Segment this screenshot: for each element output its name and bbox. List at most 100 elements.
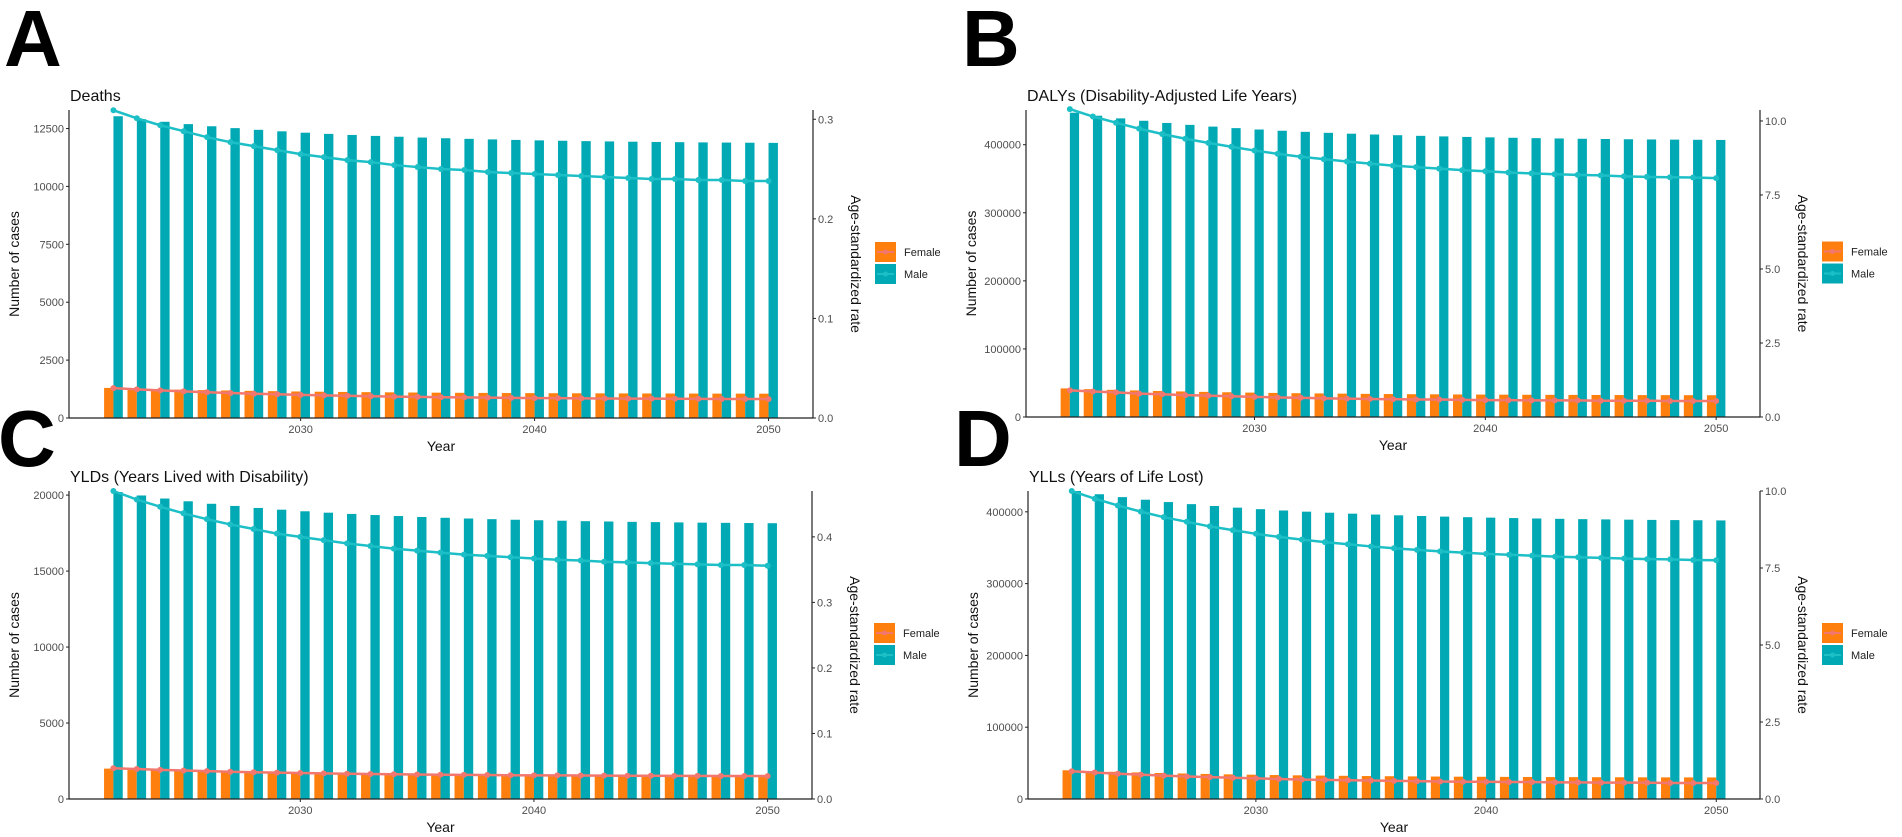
rate-point-male-2044	[624, 559, 631, 566]
rate-point-male-2024	[157, 503, 164, 510]
bar-female-2042	[571, 774, 581, 799]
rate-point-female-2043	[1551, 397, 1558, 404]
rate-point-female-2049	[741, 772, 748, 779]
panel-title: DALYs (Disability-Adjusted Life Years)	[1027, 88, 1297, 105]
y-tick-label: 0	[1017, 794, 1023, 806]
rate-point-male-2046	[1620, 173, 1627, 180]
rate-point-female-2024	[1113, 389, 1120, 396]
y-tick-label: 0	[58, 413, 64, 425]
bar-female-2025	[174, 770, 184, 799]
rate-point-female-2030	[297, 391, 304, 398]
rate-point-female-2022	[110, 385, 117, 392]
rate-point-male-2038	[1436, 165, 1443, 172]
bar-male-2048	[720, 522, 731, 799]
rate-point-female-2045	[648, 395, 655, 402]
bar-male-2026	[206, 503, 217, 799]
bar-male-2036	[1394, 515, 1404, 799]
legend-point-female	[883, 249, 888, 255]
rate-point-male-2039	[507, 554, 514, 561]
bar-male-2036	[441, 138, 451, 418]
legend-point-male	[1830, 271, 1835, 276]
rate-point-female-2031	[1275, 775, 1282, 782]
rate-point-female-2038	[1436, 396, 1443, 403]
rate-point-male-2048	[718, 177, 725, 184]
y-tick-label: 2500	[40, 355, 64, 367]
bar-female-2045	[1591, 777, 1602, 799]
rate-point-male-2050	[765, 178, 772, 185]
rate-point-female-2047	[695, 395, 702, 402]
rate-point-female-2036	[438, 394, 444, 401]
y-tick-label: 300000	[984, 208, 1021, 220]
y-tick-label: 10000	[33, 181, 64, 193]
bar-male-2042	[1532, 518, 1542, 799]
rate-point-female-2042	[1528, 397, 1535, 404]
bar-female-2039	[1453, 776, 1464, 799]
legend-label-male: Male	[903, 650, 927, 662]
rate-point-male-2039	[1460, 549, 1467, 556]
legend-label-female: Female	[1851, 247, 1888, 259]
y-axis-title: Number of cases	[6, 592, 22, 698]
rate-point-male-2048	[1666, 174, 1673, 181]
bar-male-2032	[1301, 511, 1312, 799]
bar-male-2041	[557, 520, 567, 799]
bar-female-2048	[712, 393, 722, 418]
rate-point-male-2025	[1137, 508, 1144, 515]
bar-female-2047	[688, 775, 698, 799]
bar-female-2038	[1429, 394, 1440, 417]
rate-point-male-2022	[1068, 488, 1075, 494]
rate-point-female-2033	[367, 771, 374, 778]
bar-male-2028	[1208, 126, 1218, 417]
bar-male-2022	[113, 492, 123, 799]
rate-point-female-2033	[367, 393, 374, 400]
rate-point-male-2041	[1506, 551, 1513, 558]
rate-point-male-2049	[1690, 556, 1697, 563]
bar-male-2031	[323, 512, 334, 799]
rate-point-male-2040	[1483, 550, 1490, 557]
rate-point-female-2032	[1297, 394, 1304, 401]
rate-point-male-2034	[391, 162, 398, 169]
rate-point-female-2025	[1137, 771, 1144, 778]
rate-point-female-2030	[1251, 393, 1258, 400]
bar-female-2030	[291, 391, 301, 418]
bar-female-2037	[1406, 394, 1417, 417]
bar-male-2029	[277, 131, 287, 418]
bar-female-2049	[735, 393, 746, 418]
y-axis-title: Number of cases	[963, 211, 979, 317]
rate-point-female-2047	[1644, 779, 1651, 786]
x-tick-label: 2050	[1704, 805, 1728, 817]
panel-a: A Deaths 0 2500 5000 7500 10000 12500 0.0 0.1 0.2 0…	[4, 0, 941, 454]
bar-female-2025	[1131, 772, 1141, 799]
bar-male-2039	[1462, 136, 1472, 417]
rate-point-male-2043	[601, 558, 608, 565]
bar-female-2048	[1660, 395, 1670, 417]
bar-male-2037	[1416, 135, 1426, 418]
rate-point-male-2031	[1275, 533, 1282, 540]
bar-male-2033	[1324, 512, 1335, 799]
rate-point-male-2033	[367, 159, 374, 166]
rate-point-male-2047	[1643, 173, 1650, 180]
rate-point-female-2033	[1321, 776, 1328, 783]
legend: Female Male	[1822, 241, 1888, 284]
rate-point-male-2037	[461, 167, 468, 174]
legend: Female Male	[874, 623, 940, 665]
bar-female-2034	[384, 392, 395, 418]
y-tick-label: 15000	[33, 566, 64, 578]
rate-point-female-2048	[1666, 398, 1673, 405]
rate-point-female-2047	[1643, 397, 1650, 404]
rate-point-male-2036	[437, 549, 444, 556]
rate-point-female-2042	[577, 772, 584, 779]
bar-female-2039	[501, 774, 511, 799]
bar-male-2022	[113, 116, 123, 419]
bar-female-2043	[1545, 777, 1556, 799]
legend-point-male	[882, 652, 887, 658]
rate-point-female-2042	[1529, 779, 1536, 786]
bar-female-2046	[665, 393, 675, 418]
x-tick-label: 2040	[1473, 423, 1497, 435]
x-axis-title: Year	[1379, 437, 1408, 453]
rate-point-male-2039	[508, 170, 515, 177]
bar-female-2028	[1199, 391, 1209, 417]
rate-point-female-2050	[1713, 398, 1720, 405]
bar-female-2039	[501, 393, 512, 418]
bar-male-2044	[627, 521, 637, 799]
bar-female-2048	[1661, 777, 1671, 799]
